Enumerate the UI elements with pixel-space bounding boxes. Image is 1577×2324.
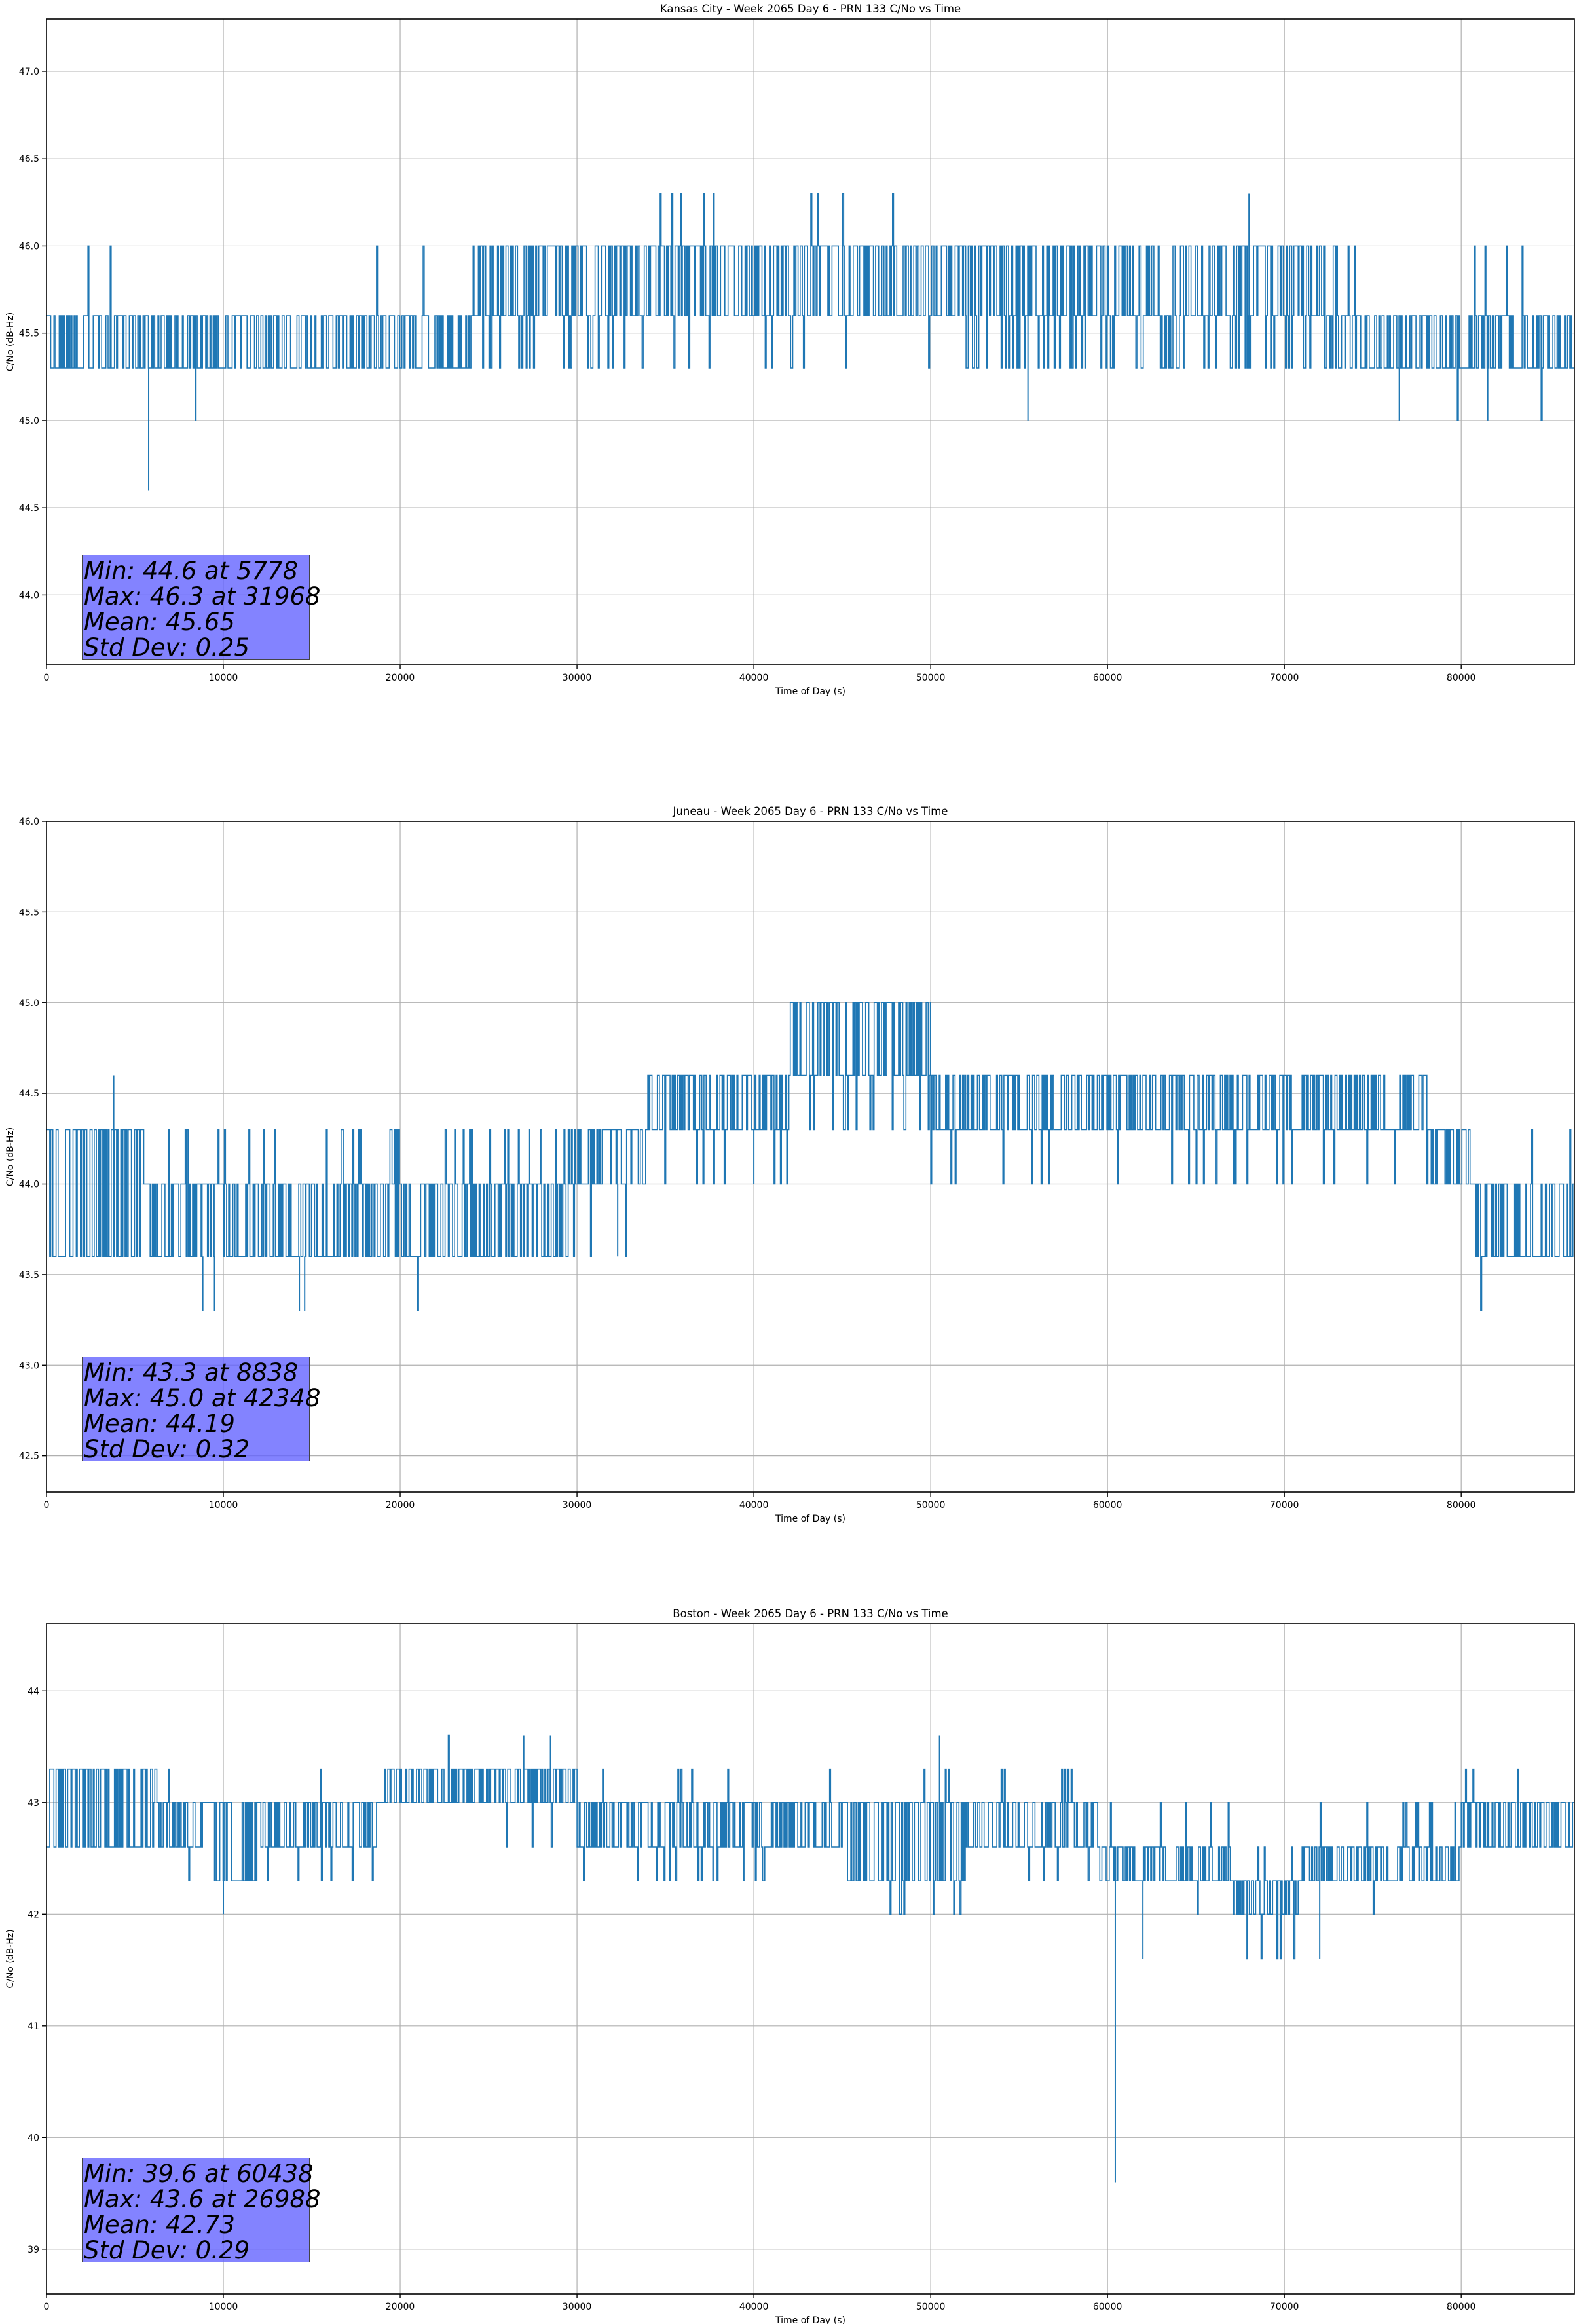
stats-min: Min: 43.3 at 8838	[84, 1359, 299, 1387]
chart-title: Juneau - Week 2065 Day 6 - PRN 133 C/No …	[673, 805, 948, 817]
y-tick-label: 45.5	[19, 907, 39, 918]
y-tick-label: 44.5	[19, 1089, 39, 1099]
stats-std: Std Dev: 0.25	[84, 633, 250, 662]
y-tick-label: 43.0	[19, 1360, 39, 1371]
y-tick-label: 46.0	[19, 241, 39, 252]
y-tick-label: 42.5	[19, 1452, 39, 1462]
y-axis-label: C/No (dB-Hz)	[5, 1929, 16, 1988]
y-tick-label: 45.5	[19, 329, 39, 339]
x-tick-label: 20000	[386, 2302, 415, 2312]
stats-max: Max: 45.0 at 42348	[84, 1384, 321, 1412]
chart-panel-2: 0 10000 20000 30000 40000 50000 60000 70000 8000…	[5, 1607, 1575, 2324]
plot-frame	[46, 1623, 1575, 2295]
x-tick-label: 30000	[563, 2302, 592, 2312]
y-axis-label: C/No (dB-Hz)	[5, 312, 16, 371]
y-tick-label: 43.5	[19, 1270, 39, 1281]
y-tick-label: 44.0	[19, 590, 39, 601]
stats-box-boston: Min: 39.6 at 60438 Max: 43.6 at 26988 Me…	[82, 2158, 321, 2264]
chart-title: Boston - Week 2065 Day 6 - PRN 133 C/No …	[673, 1607, 948, 1620]
x-tick-label: 60000	[1093, 1500, 1122, 1510]
y-tick-label: 46.5	[19, 154, 39, 164]
stats-min: Min: 44.6 at 5778	[84, 557, 299, 585]
x-tick-label: 0	[44, 1500, 50, 1510]
x-tick-label: 20000	[386, 673, 415, 683]
stats-min: Min: 39.6 at 60438	[84, 2160, 314, 2188]
cno-series-line	[46, 1002, 1574, 1311]
cno-series-line	[46, 193, 1574, 421]
y-tick-label: 44	[28, 1686, 39, 1696]
x-tick-label: 10000	[209, 2302, 238, 2312]
y-tick-label: 45.0	[19, 998, 39, 1009]
y-tick-label: 46.0	[19, 817, 39, 827]
stats-max: Max: 46.3 at 31968	[84, 582, 321, 610]
x-tick-label: 70000	[1270, 1500, 1299, 1510]
y-tick-label: 44.5	[19, 503, 39, 514]
x-tick-label: 10000	[209, 673, 238, 683]
x-tick-label: 0	[44, 2302, 50, 2312]
stats-std: Std Dev: 0.29	[84, 2236, 250, 2264]
stats-std: Std Dev: 0.32	[84, 1435, 250, 1463]
stats-max: Max: 43.6 at 26988	[84, 2185, 321, 2213]
x-tick-label: 70000	[1270, 2302, 1299, 2312]
x-tick-label: 80000	[1447, 1500, 1476, 1510]
stats-mean: Mean: 44.19	[84, 1410, 235, 1438]
y-tick-label: 41	[28, 2021, 39, 2032]
x-tick-label: 70000	[1270, 673, 1299, 683]
x-axis-label: Time of Day (s)	[775, 1514, 845, 1524]
x-tick-label: 80000	[1447, 673, 1476, 683]
stats-box-kansas-city: Min: 44.6 at 5778 Max: 46.3 at 31968 Mea…	[82, 555, 321, 662]
stats-box-juneau: Min: 43.3 at 8838 Max: 45.0 at 42348 Mea…	[82, 1357, 321, 1463]
y-tick-label: 47.0	[19, 67, 39, 77]
x-tick-label: 80000	[1447, 2302, 1476, 2312]
x-tick-label: 40000	[739, 2302, 769, 2312]
x-tick-label: 50000	[916, 673, 946, 683]
y-axis-label: C/No (dB-Hz)	[5, 1127, 16, 1186]
x-tick-label: 30000	[563, 1500, 592, 1510]
y-tick-label: 39	[28, 2245, 39, 2255]
x-axis-label: Time of Day (s)	[775, 686, 845, 697]
y-tick-label: 45.0	[19, 416, 39, 426]
chart-title: Kansas City - Week 2065 Day 6 - PRN 133 …	[660, 3, 961, 15]
plot-frame	[46, 18, 1575, 665]
chart-panel-1: 0 10000 20000 30000 40000 50000 60000 70000 8000…	[5, 805, 1575, 1524]
x-tick-label: 50000	[916, 2302, 946, 2312]
x-axis-label: Time of Day (s)	[775, 2315, 845, 2324]
y-tick-label: 44.0	[19, 1180, 39, 1190]
stats-mean: Mean: 45.65	[84, 608, 235, 636]
x-tick-label: 20000	[386, 1500, 415, 1510]
x-tick-label: 40000	[739, 673, 769, 683]
plot-frame	[46, 821, 1575, 1493]
x-tick-label: 10000	[209, 1500, 238, 1510]
x-tick-label: 0	[44, 673, 50, 683]
y-tick-label: 43	[28, 1798, 39, 1809]
chart-panel-0: 0 10000 20000 30000 40000 50000 60000 70000 8000…	[5, 3, 1575, 697]
y-tick-label: 40	[28, 2133, 39, 2143]
x-tick-label: 30000	[563, 673, 592, 683]
x-tick-label: 60000	[1093, 673, 1122, 683]
y-tick-label: 42	[28, 1909, 39, 1920]
stats-mean: Mean: 42.73	[84, 2211, 235, 2239]
cno-series-line	[46, 1734, 1574, 1960]
x-tick-label: 50000	[916, 1500, 946, 1510]
x-tick-label: 40000	[739, 1500, 769, 1510]
x-tick-label: 60000	[1093, 2302, 1122, 2312]
